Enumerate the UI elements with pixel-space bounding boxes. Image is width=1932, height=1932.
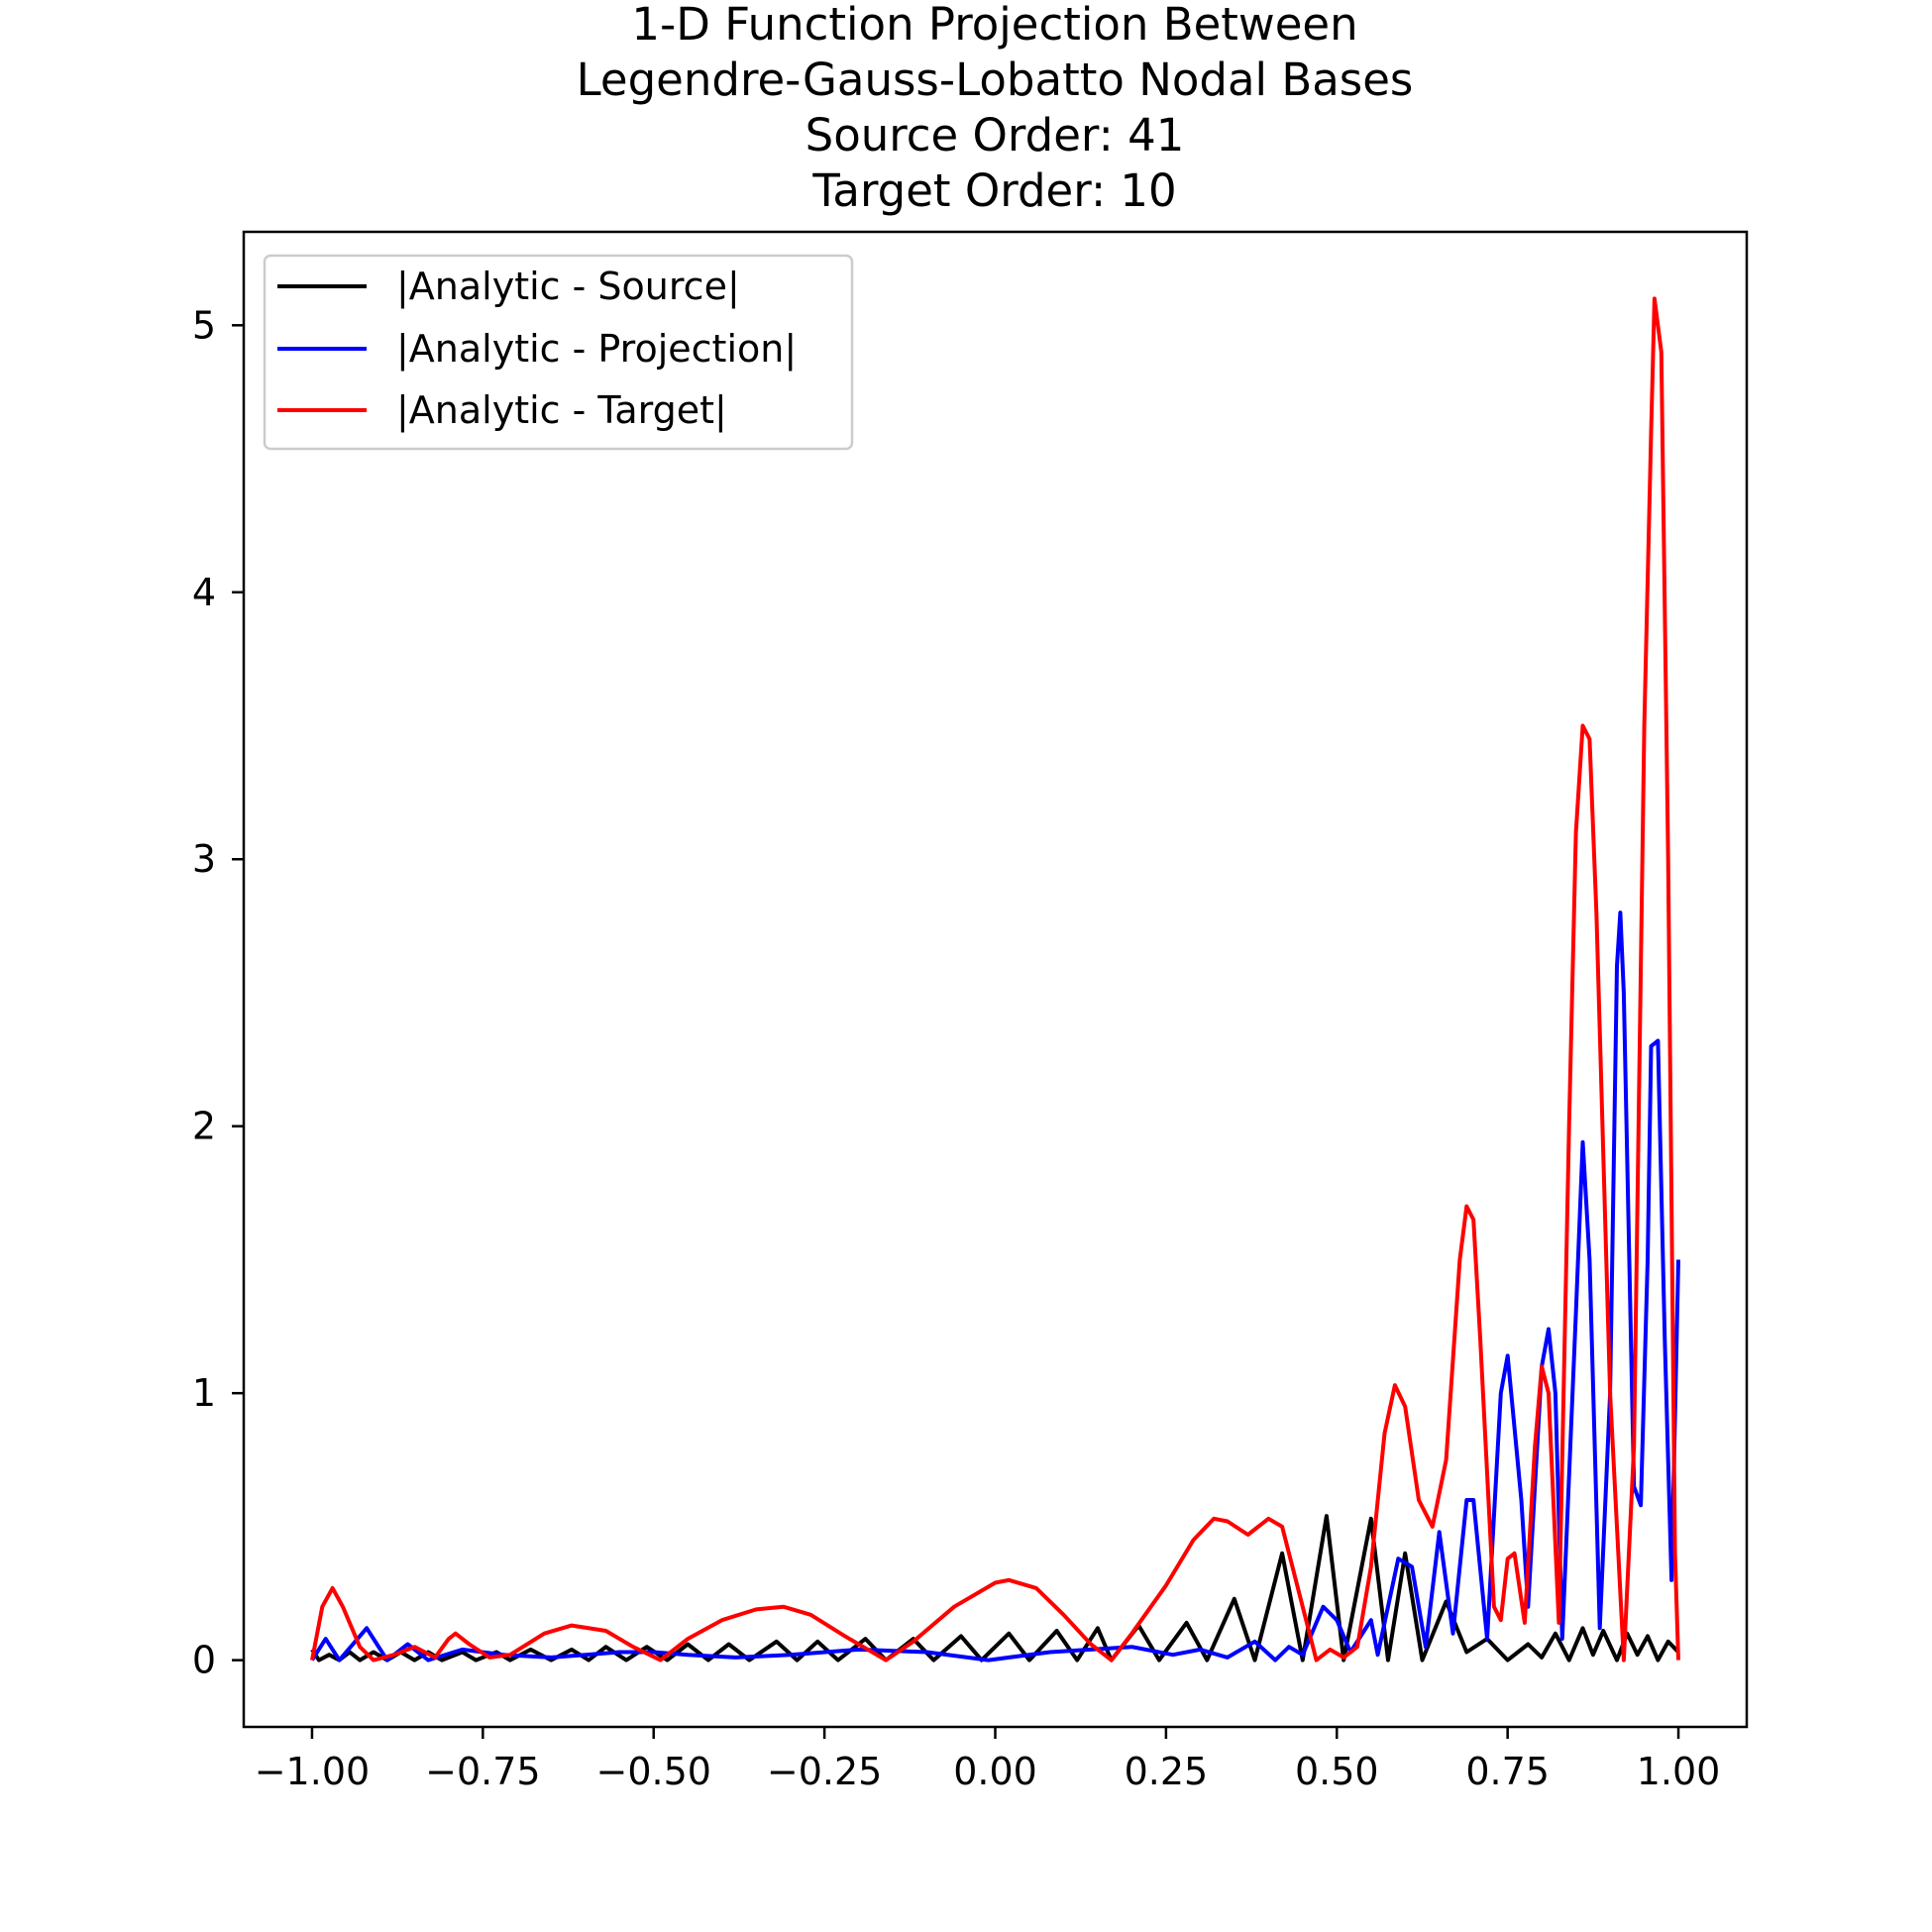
- legend-label-source: |Analytic - Source|: [396, 265, 740, 309]
- x-tick-label: −0.25: [767, 1750, 882, 1793]
- legend-box: [263, 254, 854, 451]
- y-tick-label: 5: [192, 303, 216, 347]
- x-axis: −1.00 −0.75 −0.50 −0.25 0.00 0.25 0.50 0.75 1.00: [255, 1727, 1721, 1793]
- series-line-1: [310, 911, 1680, 1663]
- title-line-2: Legendre-Gauss-Lobatto Nodal Bases: [577, 54, 1414, 106]
- x-tick-label: 0.25: [1125, 1750, 1209, 1793]
- series-line-0: [310, 1514, 1680, 1663]
- chart-title: 1-D Function Projection Between Legendre…: [577, 0, 1414, 217]
- y-tick-label: 3: [192, 837, 216, 881]
- title-line-1: 1-D Function Projection Between: [631, 0, 1357, 51]
- legend: |Analytic - Source| |Analytic - Projecti…: [263, 254, 854, 451]
- x-tick-label: 0.75: [1465, 1750, 1550, 1793]
- title-line-3: Source Order: 41: [805, 109, 1185, 161]
- title-line-4: Target Order: 10: [811, 164, 1176, 217]
- legend-label-target: |Analytic - Target|: [396, 388, 727, 433]
- y-tick-label: 0: [192, 1639, 216, 1682]
- y-tick-label: 2: [192, 1105, 216, 1148]
- y-axis: 0 1 2 3 4 5: [192, 303, 244, 1682]
- x-tick-label: −0.75: [425, 1750, 540, 1793]
- x-tick-label: 0.00: [953, 1750, 1037, 1793]
- series-lines: [310, 296, 1680, 1663]
- y-tick-label: 1: [192, 1371, 216, 1415]
- y-tick-label: 4: [192, 571, 216, 614]
- x-tick-label: −0.50: [596, 1750, 711, 1793]
- x-tick-label: 1.00: [1637, 1750, 1721, 1793]
- x-tick-label: −1.00: [255, 1750, 370, 1793]
- legend-label-projection: |Analytic - Projection|: [396, 327, 797, 372]
- series-line-2: [310, 296, 1680, 1663]
- x-tick-label: 0.50: [1295, 1750, 1379, 1793]
